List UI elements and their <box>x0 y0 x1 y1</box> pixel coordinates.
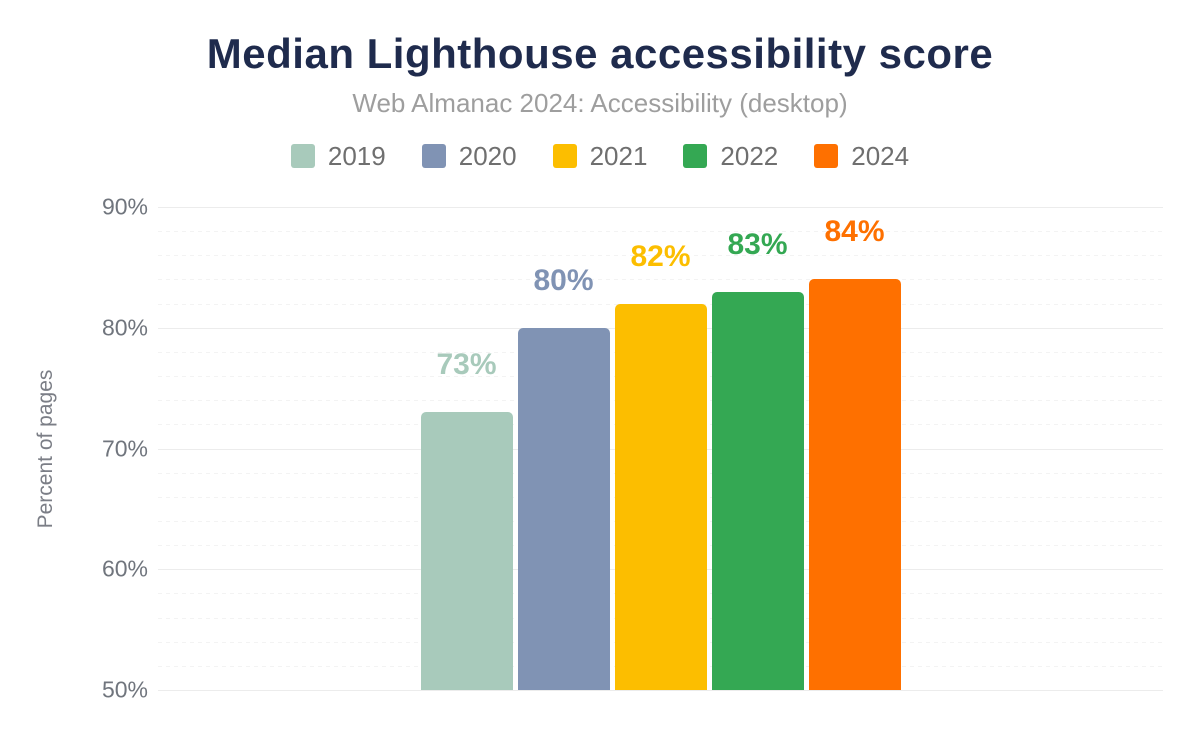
major-gridline <box>158 690 1163 691</box>
major-gridline <box>158 207 1163 208</box>
legend-swatch-icon <box>683 144 708 168</box>
plot-area: 50% 60% 70% 80% 90% 73% 80% 82% 83% 84% <box>102 195 1163 701</box>
bar-value-label-2022: 83% <box>727 227 788 261</box>
legend-label: 2021 <box>589 141 648 171</box>
legend-item-2019: 2019 <box>290 141 386 171</box>
y-axis-title: Percent of pages <box>34 369 57 529</box>
bar-2021 <box>614 303 707 690</box>
legend-swatch-icon <box>290 144 315 168</box>
minor-gridline <box>158 279 1163 281</box>
legend-label: 2022 <box>720 141 779 171</box>
y-tick-label: 80% <box>101 314 148 341</box>
y-tick-label: 70% <box>101 435 148 461</box>
legend-label: 2019 <box>327 141 386 171</box>
legend-swatch-icon <box>552 144 577 168</box>
bar-2022 <box>711 291 804 690</box>
chart-subtitle: Web Almanac 2024: Accessibility (desktop… <box>352 88 848 118</box>
minor-gridline <box>158 231 1163 233</box>
minor-gridline <box>158 255 1163 257</box>
bar-2024 <box>808 279 901 690</box>
legend-item-2021: 2021 <box>552 141 648 171</box>
y-tick-label: 90% <box>101 193 148 220</box>
legend-swatch-icon <box>814 144 839 168</box>
legend-label: 2024 <box>851 141 910 171</box>
bar-2020 <box>517 327 610 690</box>
legend-item-2020: 2020 <box>421 141 517 171</box>
legend-item-2022: 2022 <box>683 142 778 170</box>
y-tick-label: 50% <box>101 676 148 703</box>
chart-title: Median Lighthouse accessibility score <box>206 30 994 77</box>
legend: 2019 2020 2021 2022 2024 <box>0 141 1200 171</box>
legend-swatch-icon <box>421 144 446 168</box>
bar-2019 <box>420 412 513 690</box>
legend-label: 2020 <box>458 141 517 171</box>
bar-value-label-2019: 73% <box>436 348 497 382</box>
legend-item-2024: 2024 <box>814 142 909 170</box>
bar-value-label-2024: 84% <box>824 215 885 249</box>
bar-value-label-2020: 80% <box>533 263 594 297</box>
y-tick-label: 60% <box>101 555 148 582</box>
bar-value-label-2021: 82% <box>630 239 691 273</box>
